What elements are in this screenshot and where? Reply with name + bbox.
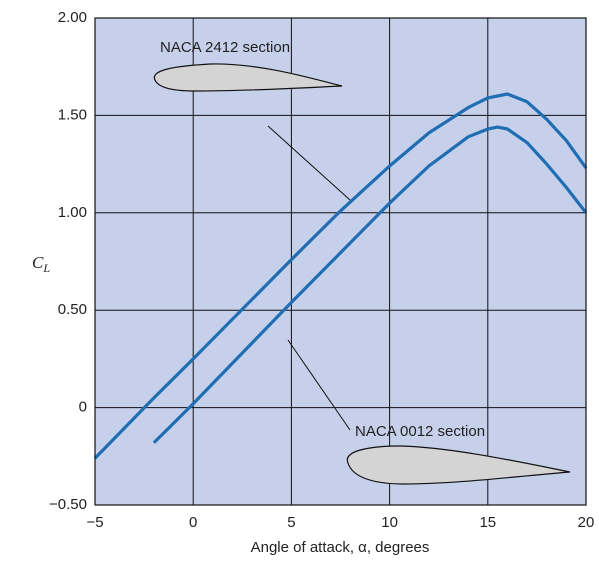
y-tick-label: 1.50 xyxy=(58,106,87,123)
series-line xyxy=(93,92,588,460)
leader-line xyxy=(267,125,351,201)
x-tick-label: −5 xyxy=(86,514,103,531)
x-tick-label: 10 xyxy=(381,514,398,531)
leader-line xyxy=(287,339,351,431)
airfoil-2412 xyxy=(153,63,343,92)
airfoil-0012 xyxy=(346,445,571,485)
y-axis-label: CL xyxy=(32,253,50,275)
plot-frame xyxy=(94,17,587,506)
series-line xyxy=(152,125,588,444)
x-tick-label: 5 xyxy=(287,514,295,531)
y-tick-label: −0.50 xyxy=(49,496,87,513)
x-tick-label: 15 xyxy=(479,514,496,531)
y-tick-label: 0 xyxy=(79,399,87,416)
y-tick-label: 2.00 xyxy=(58,9,87,26)
annotation: NACA 0012 section xyxy=(355,423,485,440)
x-tick-label: 0 xyxy=(189,514,197,531)
x-axis-label: Angle of attack, α, degrees xyxy=(251,539,430,556)
y-axis-label-main: C xyxy=(32,253,44,272)
x-tick-label: 20 xyxy=(578,514,595,531)
lines xyxy=(93,92,588,460)
annotation: NACA 2412 section xyxy=(160,39,290,56)
y-tick-label: 1.00 xyxy=(58,204,87,221)
plot-area xyxy=(95,18,586,505)
y-axis-label-sub: L xyxy=(42,261,50,275)
y-tick-label: 0.50 xyxy=(58,301,87,318)
